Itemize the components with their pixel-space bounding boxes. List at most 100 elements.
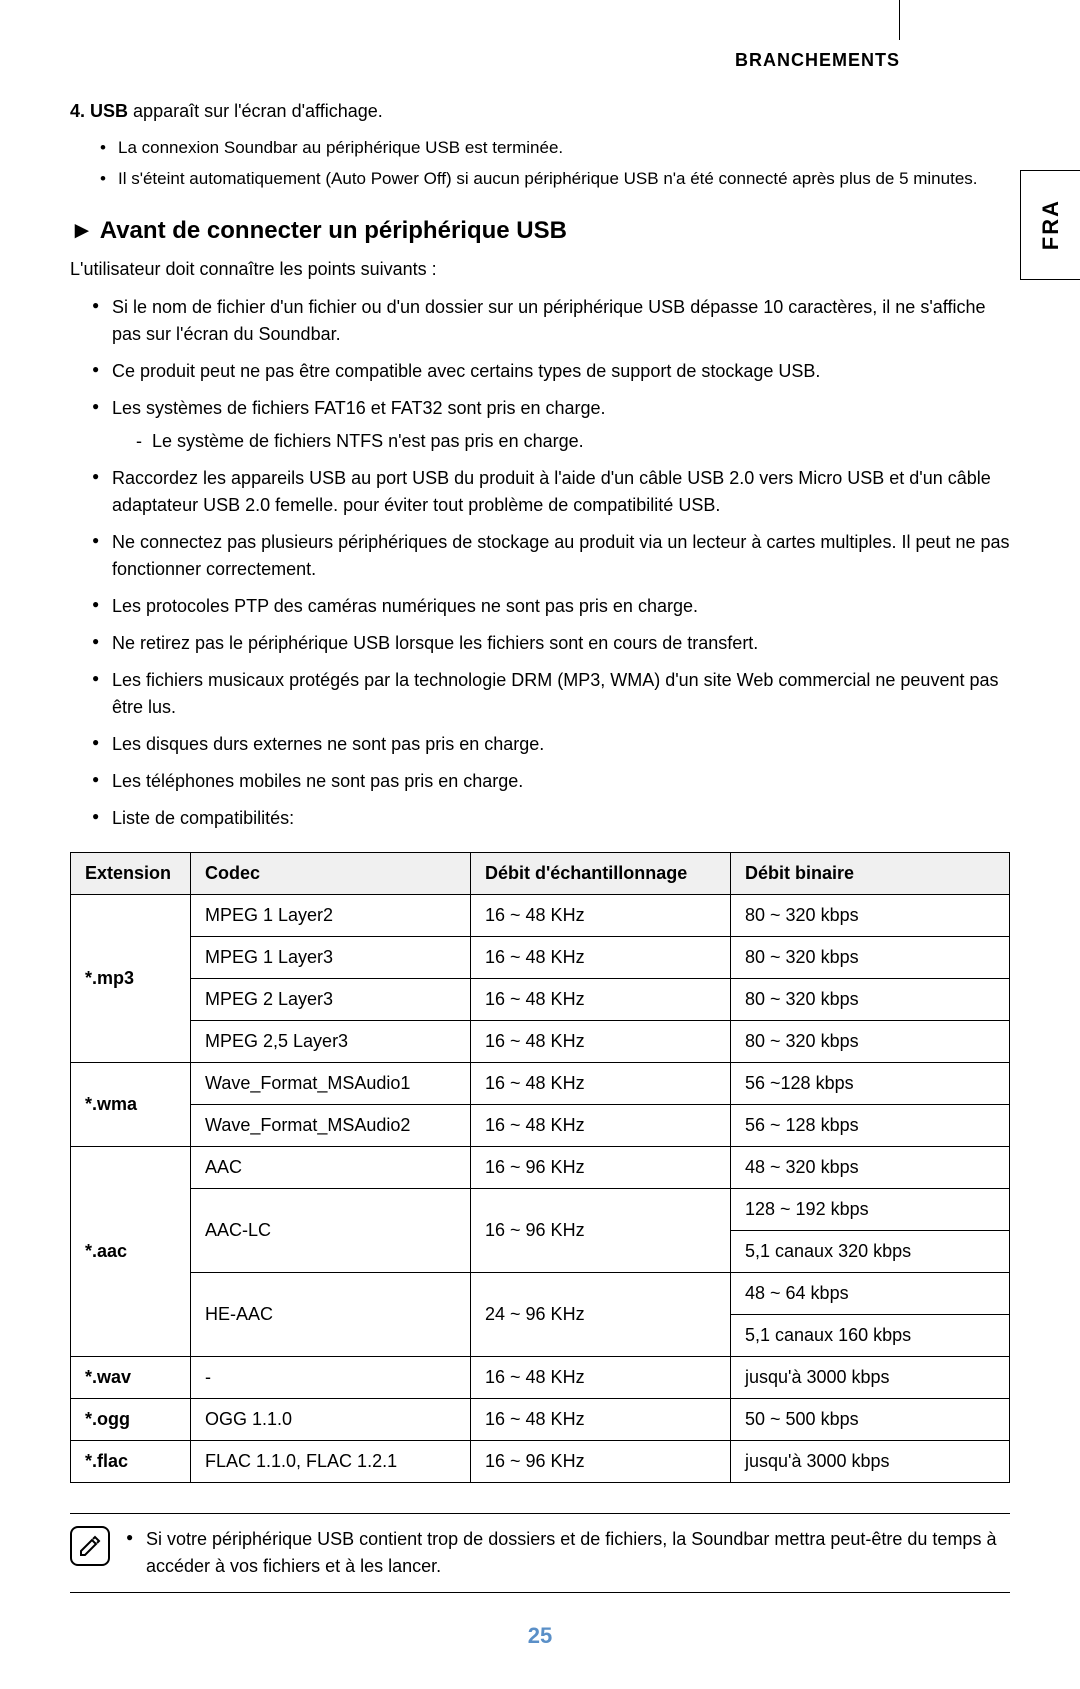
step-text: apparaît sur l'écran d'affichage. [128, 101, 383, 121]
codec-cell: AAC-LC [191, 1189, 471, 1273]
table-row: MPEG 2 Layer316 ~ 48 KHz80 ~ 320 kbps [71, 979, 1010, 1021]
list-item: Les disques durs externes ne sont pas pr… [92, 731, 1010, 758]
ext-cell: *.aac [71, 1147, 191, 1357]
section-title: ►Avant de connecter un périphérique USB [70, 217, 1010, 245]
codec-cell: OGG 1.1.0 [191, 1399, 471, 1441]
bitrate-cell: 80 ~ 320 kbps [731, 979, 1010, 1021]
bullet-text: Ce produit peut ne pas être compatible a… [112, 361, 820, 381]
bullet-text: Ne retirez pas le périphérique USB lorsq… [112, 633, 758, 653]
ext-cell: *.flac [71, 1441, 191, 1483]
rate-cell: 24 ~ 96 KHz [471, 1273, 731, 1357]
compatibility-table: Extension Codec Débit d'échantillonnage … [70, 852, 1010, 1483]
sub-bullet: La connexion Soundbar au périphérique US… [100, 134, 1010, 161]
bullet-text: Les protocoles PTP des caméras numérique… [112, 596, 698, 616]
table-row: MPEG 2,5 Layer316 ~ 48 KHz80 ~ 320 kbps [71, 1021, 1010, 1063]
codec-cell: FLAC 1.1.0, FLAC 1.2.1 [191, 1441, 471, 1483]
th-codec: Codec [191, 853, 471, 895]
bullet-text: Ne connectez pas plusieurs périphériques… [112, 532, 1010, 579]
table-row: *.aacAAC16 ~ 96 KHz48 ~ 320 kbps [71, 1147, 1010, 1189]
bullet-text: Les disques durs externes ne sont pas pr… [112, 734, 544, 754]
note-row: Si votre périphérique USB contient trop … [70, 1513, 1010, 1593]
codec-cell: Wave_Format_MSAudio1 [191, 1063, 471, 1105]
list-item: Les protocoles PTP des caméras numérique… [92, 593, 1010, 620]
bitrate-cell: 80 ~ 320 kbps [731, 1021, 1010, 1063]
section-header: BRANCHEMENTS [70, 50, 1010, 71]
list-item: Les systèmes de fichiers FAT16 et FAT32 … [92, 395, 1010, 455]
rate-cell: 16 ~ 96 KHz [471, 1147, 731, 1189]
bitrate-cell: 80 ~ 320 kbps [731, 895, 1010, 937]
list-item: Ce produit peut ne pas être compatible a… [92, 358, 1010, 385]
rate-cell: 16 ~ 96 KHz [471, 1189, 731, 1273]
rate-cell: 16 ~ 48 KHz [471, 1063, 731, 1105]
step-4: 4. USB apparaît sur l'écran d'affichage. [70, 101, 1010, 122]
step-num: 4. [70, 101, 85, 121]
codec-cell: MPEG 2 Layer3 [191, 979, 471, 1021]
table-row: HE-AAC24 ~ 96 KHz48 ~ 64 kbps5,1 canaux … [71, 1273, 1010, 1357]
bullet-text: Les fichiers musicaux protégés par la te… [112, 670, 998, 717]
list-item: Les téléphones mobiles ne sont pas pris … [92, 768, 1010, 795]
list-item: Ne retirez pas le périphérique USB lorsq… [92, 630, 1010, 657]
main-bullet-list: Si le nom de fichier d'un fichier ou d'u… [70, 294, 1010, 832]
dash-item: Le système de fichiers NTFS n'est pas pr… [136, 428, 1010, 455]
ext-cell: *.wma [71, 1063, 191, 1147]
bitrate-cell: 80 ~ 320 kbps [731, 937, 1010, 979]
table-row: *.mp3MPEG 1 Layer216 ~ 48 KHz80 ~ 320 kb… [71, 895, 1010, 937]
codec-cell: MPEG 1 Layer3 [191, 937, 471, 979]
bitrate-cell: jusqu'à 3000 kbps [731, 1441, 1010, 1483]
rate-cell: 16 ~ 48 KHz [471, 1021, 731, 1063]
note-bullets: Si votre périphérique USB contient trop … [126, 1526, 1010, 1580]
bullet-text: Si le nom de fichier d'un fichier ou d'u… [112, 297, 985, 344]
play-icon: ► [70, 217, 94, 244]
rate-cell: 16 ~ 48 KHz [471, 895, 731, 937]
rate-cell: 16 ~ 48 KHz [471, 937, 731, 979]
table-row: *.wmaWave_Format_MSAudio116 ~ 48 KHz56 ~… [71, 1063, 1010, 1105]
th-rate: Débit d'échantillonnage [471, 853, 731, 895]
th-extension: Extension [71, 853, 191, 895]
bullet-text: Les systèmes de fichiers FAT16 et FAT32 … [112, 398, 606, 418]
bitrate-cell: 50 ~ 500 kbps [731, 1399, 1010, 1441]
table-row: Wave_Format_MSAudio216 ~ 48 KHz56 ~ 128 … [71, 1105, 1010, 1147]
note-icon [70, 1526, 110, 1566]
bitrate-cell: 128 ~ 192 kbps5,1 canaux 320 kbps [731, 1189, 1010, 1273]
bullet-text: Liste de compatibilités: [112, 808, 294, 828]
rate-cell: 16 ~ 48 KHz [471, 1105, 731, 1147]
bitrate-cell: 48 ~ 64 kbps5,1 canaux 160 kbps [731, 1273, 1010, 1357]
ext-cell: *.ogg [71, 1399, 191, 1441]
table-row: *.wav-16 ~ 48 KHzjusqu'à 3000 kbps [71, 1357, 1010, 1399]
rate-cell: 16 ~ 48 KHz [471, 1399, 731, 1441]
page-container: BRANCHEMENTS FRA 4. USB apparaît sur l'é… [0, 0, 1080, 1689]
th-bitrate: Débit binaire [731, 853, 1010, 895]
codec-cell: MPEG 1 Layer2 [191, 895, 471, 937]
codec-cell: MPEG 2,5 Layer3 [191, 1021, 471, 1063]
list-item: Si le nom de fichier d'un fichier ou d'u… [92, 294, 1010, 348]
note-text: Si votre périphérique USB contient trop … [126, 1526, 1010, 1580]
step-bold: USB [90, 101, 128, 121]
language-tab: FRA [1020, 170, 1080, 280]
list-item: Ne connectez pas plusieurs périphériques… [92, 529, 1010, 583]
bullet-text: Raccordez les appareils USB au port USB … [112, 468, 991, 515]
table-row: *.oggOGG 1.1.016 ~ 48 KHz50 ~ 500 kbps [71, 1399, 1010, 1441]
rate-cell: 16 ~ 48 KHz [471, 1357, 731, 1399]
bitrate-cell: 48 ~ 320 kbps [731, 1147, 1010, 1189]
dash-sublist: Le système de fichiers NTFS n'est pas pr… [112, 428, 1010, 455]
list-item: Liste de compatibilités: [92, 805, 1010, 832]
table-row: MPEG 1 Layer316 ~ 48 KHz80 ~ 320 kbps [71, 937, 1010, 979]
list-item: Les fichiers musicaux protégés par la te… [92, 667, 1010, 721]
bitrate-cell: 56 ~ 128 kbps [731, 1105, 1010, 1147]
language-tab-text: FRA [1038, 199, 1064, 250]
step-sub-bullets: La connexion Soundbar au périphérique US… [70, 134, 1010, 192]
table-header-row: Extension Codec Débit d'échantillonnage … [71, 853, 1010, 895]
sub-bullet: Il s'éteint automatiquement (Auto Power … [100, 165, 1010, 192]
rate-cell: 16 ~ 48 KHz [471, 979, 731, 1021]
intro-text: L'utilisateur doit connaître les points … [70, 259, 1010, 280]
rate-cell: 16 ~ 96 KHz [471, 1441, 731, 1483]
bitrate-cell: jusqu'à 3000 kbps [731, 1357, 1010, 1399]
codec-cell: Wave_Format_MSAudio2 [191, 1105, 471, 1147]
header-divider [899, 0, 900, 40]
ext-cell: *.mp3 [71, 895, 191, 1063]
table-row: *.flacFLAC 1.1.0, FLAC 1.2.116 ~ 96 KHzj… [71, 1441, 1010, 1483]
pencil-icon [78, 1534, 102, 1558]
ext-cell: *.wav [71, 1357, 191, 1399]
codec-cell: AAC [191, 1147, 471, 1189]
bitrate-cell: 56 ~128 kbps [731, 1063, 1010, 1105]
